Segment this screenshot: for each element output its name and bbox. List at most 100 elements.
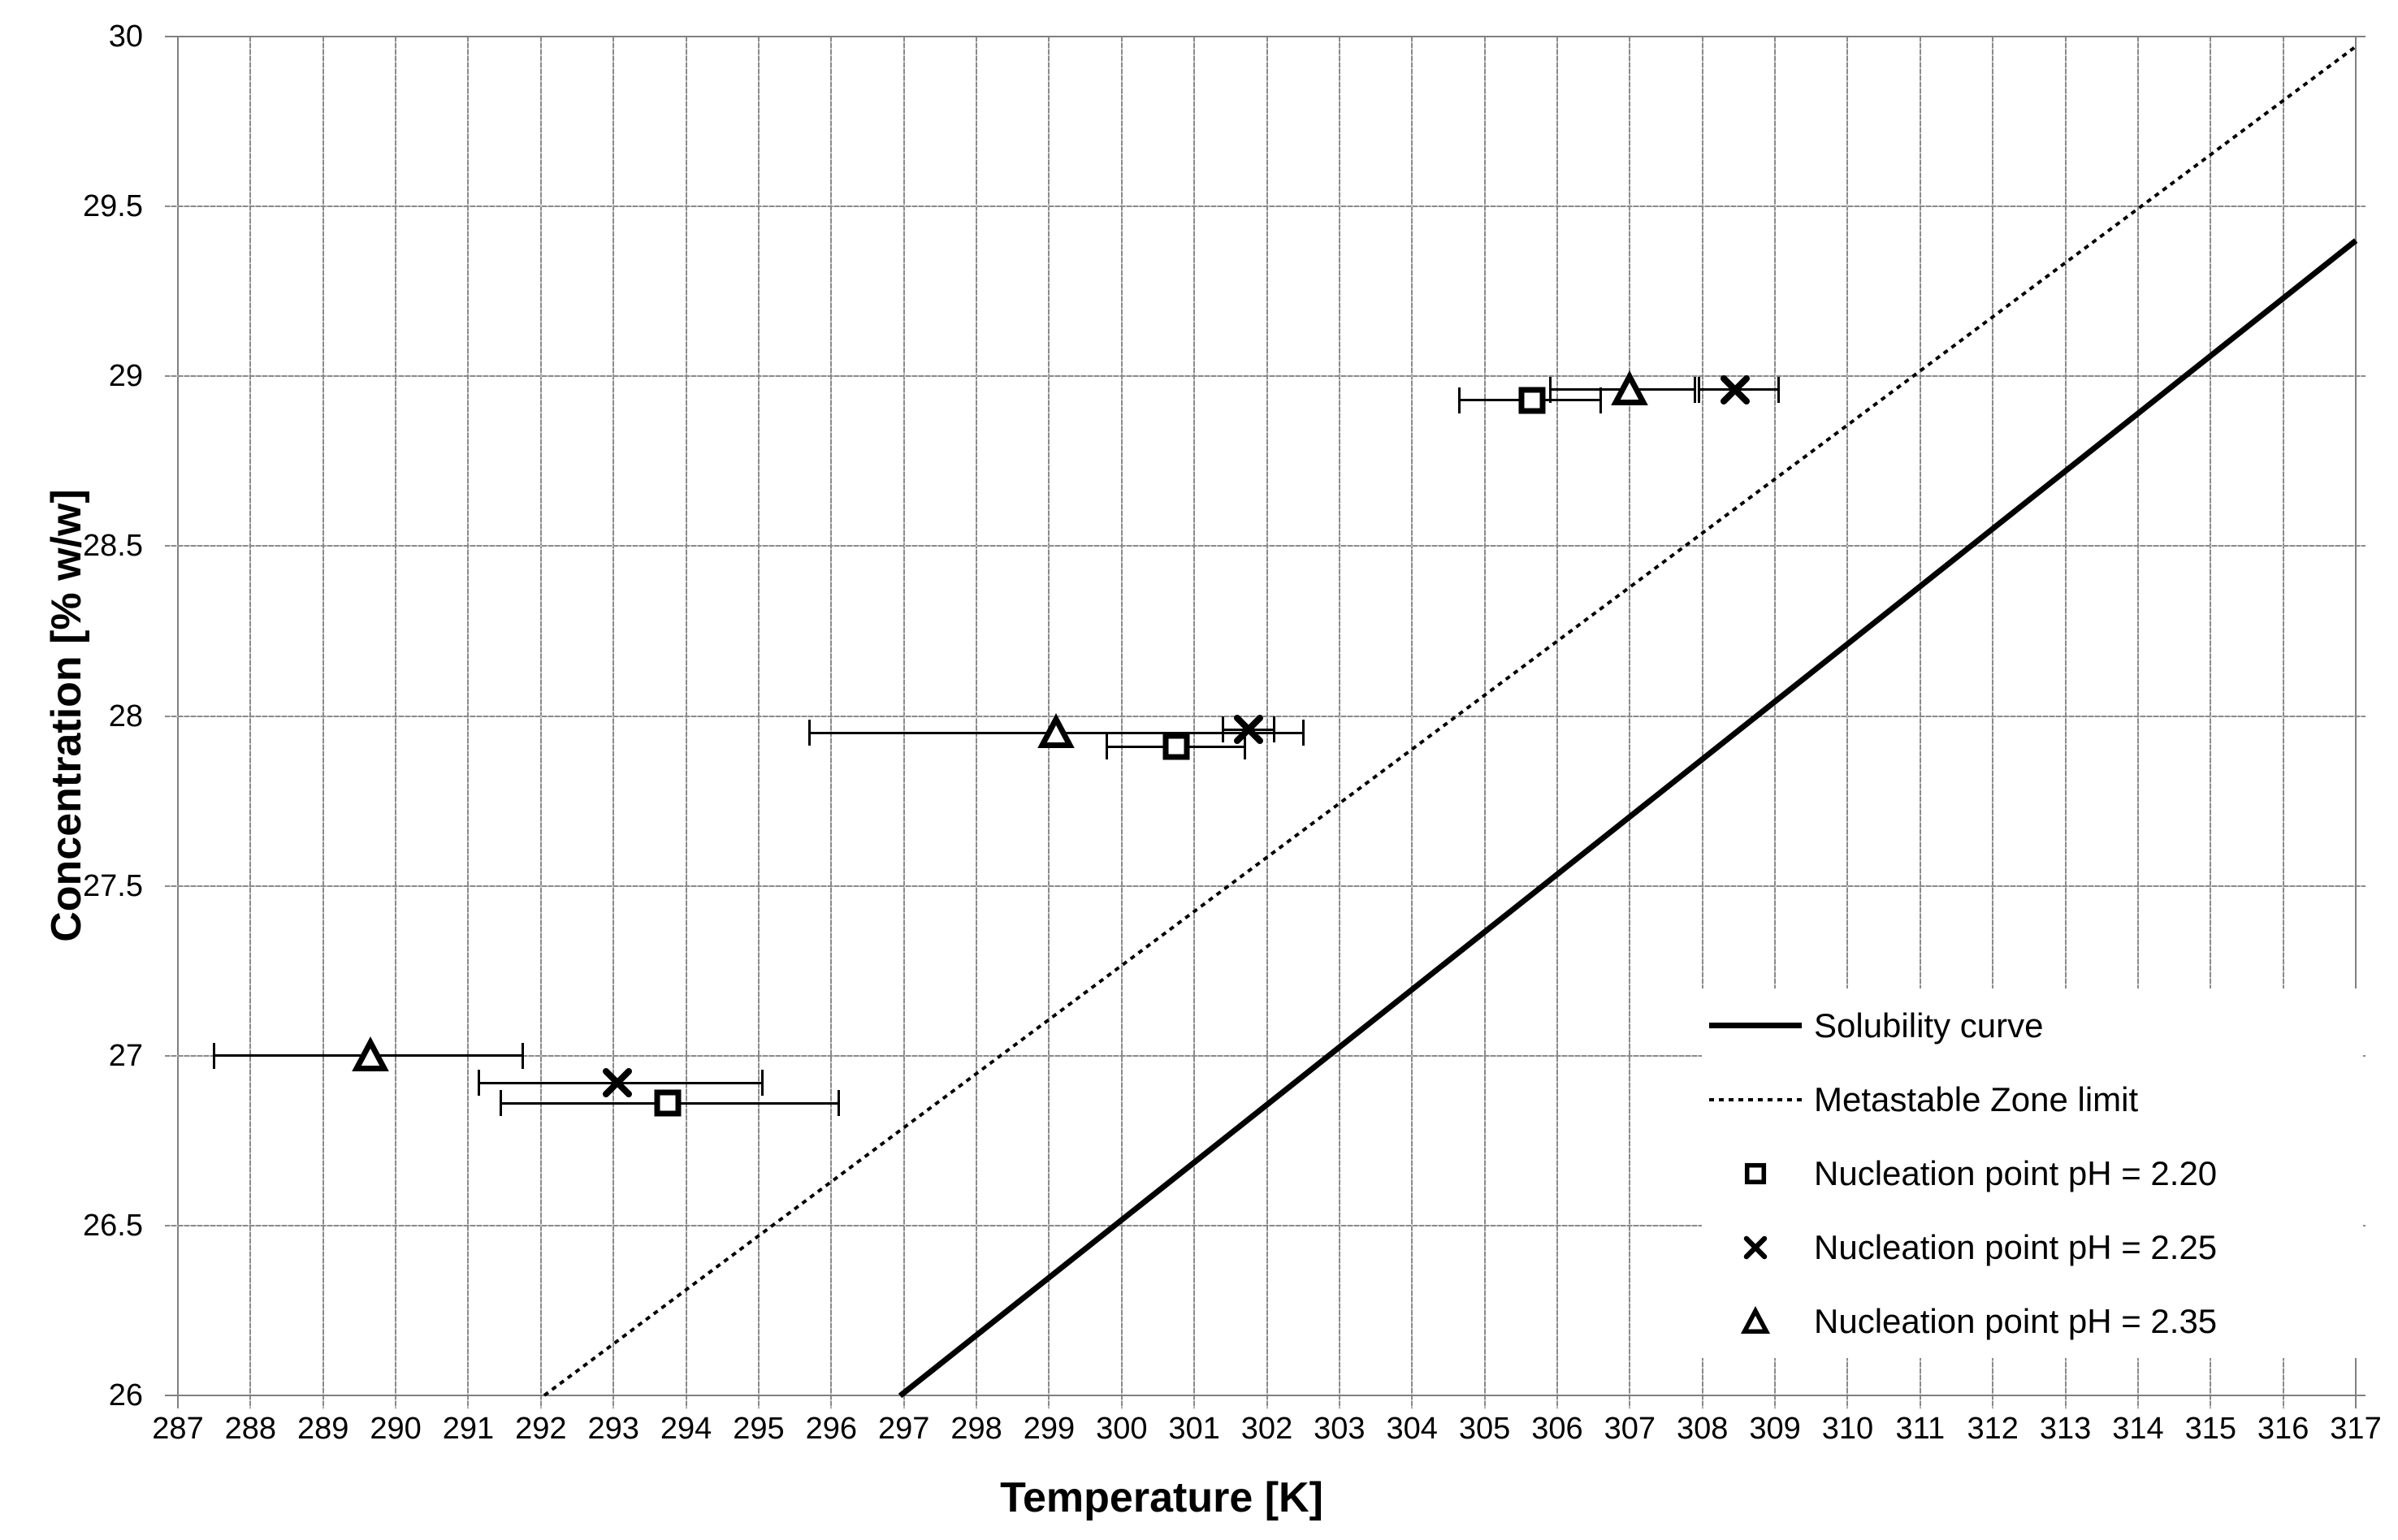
x-tick-label: 310 (1821, 1412, 1874, 1446)
dotted-line-sample-icon (1709, 1097, 1802, 1101)
marker-nucleation-point-ph-2-25 (598, 1063, 637, 1106)
gridline-vertical (1411, 37, 1413, 1408)
gridline-vertical (2064, 37, 2067, 1408)
axis-line-vertical (2355, 37, 2357, 1408)
y-tick-label: 28.5 (83, 529, 143, 564)
error-bar-cap-left (1548, 376, 1552, 403)
legend-entry-label: Nucleation point pH = 2.20 (1814, 1153, 2218, 1192)
x-tick-label: 298 (950, 1412, 1002, 1446)
x-tick-label: 287 (152, 1412, 204, 1446)
marker-nucleation-point-ph-2-35 (351, 1036, 390, 1079)
marker-nucleation-point-ph-2-20 (1157, 727, 1196, 770)
marker-nucleation-point-ph-2-20 (1513, 381, 1552, 424)
x-tick-label: 304 (1386, 1412, 1438, 1446)
triangle-marker-icon (1740, 1305, 1771, 1334)
legend-entry-solubility-curve: Solubility curve (1702, 988, 2363, 1062)
square-marker-icon (1162, 733, 1190, 760)
error-bar-cap-right (1777, 376, 1781, 403)
gridline-vertical (757, 37, 760, 1408)
y-tick-label: 30 (108, 19, 143, 54)
gridline-vertical (395, 37, 397, 1408)
error-bar-cap-right (1272, 716, 1275, 743)
error-bar-cap-right (1301, 720, 1305, 746)
x-tick-label: 306 (1531, 1412, 1583, 1446)
square-marker-icon (1744, 1162, 1767, 1184)
triangle-marker-icon (1037, 713, 1076, 749)
x-tick-label: 300 (1096, 1412, 1148, 1446)
x-marker-icon (1720, 374, 1750, 404)
error-bar-cap-left (1222, 716, 1225, 743)
gridline-vertical (2136, 37, 2139, 1408)
x-marker-icon (1743, 1235, 1768, 1259)
x-tick-label: 297 (877, 1412, 930, 1446)
error-bar-cap-left (1457, 387, 1461, 413)
legend-sample (1702, 1305, 1809, 1337)
x-tick-label: 288 (224, 1412, 277, 1446)
y-tick-label: 26.5 (83, 1208, 143, 1243)
square-marker-icon (1518, 387, 1546, 414)
gridline-vertical (1919, 37, 1921, 1408)
x-tick-label: 291 (442, 1412, 495, 1446)
error-bar-cap-left (500, 1090, 503, 1117)
gridline-vertical (539, 37, 542, 1408)
x-tick-label: 299 (1023, 1412, 1076, 1446)
triangle-marker-icon (351, 1036, 389, 1071)
x-tick-label: 312 (1967, 1412, 2019, 1446)
error-bar-cap-left (213, 1042, 216, 1069)
x-tick-label: 303 (1314, 1412, 1366, 1446)
error-bar-cap-left (478, 1070, 481, 1097)
legend-sample (1702, 1158, 1809, 1189)
gridline-vertical (2282, 37, 2284, 1408)
x-tick-label: 316 (2257, 1412, 2309, 1446)
error-bar-cap-left (1106, 733, 1109, 760)
gridline-vertical (249, 37, 252, 1408)
axis-line-horizontal (165, 36, 2366, 37)
error-bar-cap-right (760, 1070, 764, 1097)
legend-entry-nucleation-point-ph-2-25: Nucleation point pH = 2.25 (1702, 1210, 2363, 1284)
gridline-horizontal (165, 1054, 2366, 1057)
y-tick-label: 29.5 (83, 189, 143, 224)
gridline-vertical (1774, 37, 1777, 1408)
error-bar-cap-right (1694, 376, 1697, 403)
legend-entry-label: Metastable Zone limit (1814, 1079, 2139, 1118)
marker-nucleation-point-ph-2-25 (1229, 710, 1268, 753)
error-bar-cap-left (1697, 376, 1700, 403)
error-bar-cap-right (521, 1042, 524, 1069)
y-tick-label: 29 (108, 359, 143, 394)
gridline-horizontal (165, 1224, 2366, 1226)
x-tick-label: 302 (1240, 1412, 1293, 1446)
y-tick-label: 27 (108, 1038, 143, 1073)
gridline-vertical (1338, 37, 1340, 1408)
error-bar-cap-right (837, 1090, 840, 1117)
gridline-horizontal (165, 885, 2366, 887)
gridline-vertical (1846, 37, 1849, 1408)
axis-line-horizontal (165, 1395, 2366, 1396)
gridline-horizontal (165, 715, 2366, 717)
legend-entry-metastable-zone-limit: Metastable Zone limit (1702, 1062, 2363, 1136)
x-tick-label: 308 (1676, 1412, 1729, 1446)
x-tick-label: 293 (587, 1412, 639, 1446)
gridline-vertical (1701, 37, 1703, 1408)
gridline-vertical (1048, 37, 1050, 1408)
x-tick-label: 307 (1604, 1412, 1656, 1446)
legend-entry-label: Solubility curve (1814, 1006, 2044, 1045)
gridline-vertical (976, 37, 978, 1408)
marker-nucleation-point-ph-2-25 (1716, 370, 1755, 413)
x-tick-label: 305 (1458, 1412, 1511, 1446)
triangle-marker-icon (1611, 370, 1649, 405)
x-tick-label: 313 (2039, 1412, 2092, 1446)
y-axis-title: Concentration [% w/w] (43, 489, 90, 942)
gridline-vertical (902, 37, 905, 1408)
legend-entry-nucleation-point-ph-2-35: Nucleation point pH = 2.35 (1702, 1284, 2363, 1358)
gridline-vertical (1629, 37, 1631, 1408)
gridline-vertical (685, 37, 687, 1408)
gridline-vertical (1556, 37, 1558, 1408)
x-tick-label: 311 (1895, 1412, 1946, 1446)
marker-nucleation-point-ph-2-20 (648, 1084, 687, 1127)
y-tick-label: 28 (108, 699, 143, 733)
gridline-vertical (1120, 37, 1123, 1408)
gridline-vertical (830, 37, 833, 1408)
x-tick-label: 292 (515, 1412, 567, 1446)
legend-entry-nucleation-point-ph-2-20: Nucleation point pH = 2.20 (1702, 1136, 2363, 1210)
